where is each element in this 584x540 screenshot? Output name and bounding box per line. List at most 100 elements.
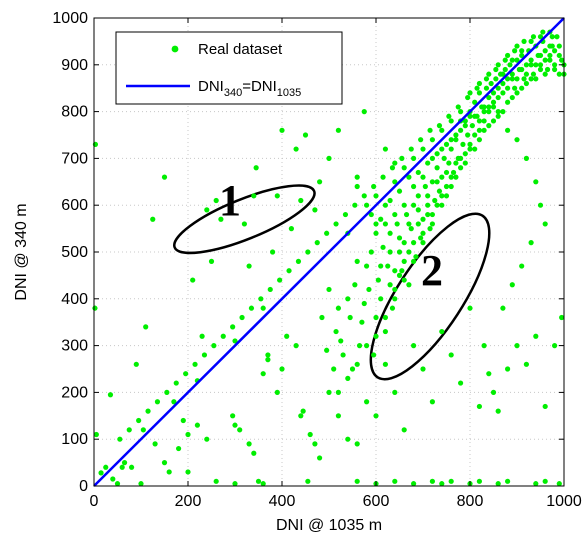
y-tick-label: 500 [61,244,88,261]
data-point [253,165,259,171]
data-point [528,38,534,45]
data-point [552,48,558,54]
data-point [373,193,379,199]
data-point [230,324,236,330]
data-point [394,221,400,227]
data-point [528,57,534,63]
data-point [552,62,558,68]
data-point [462,123,468,129]
data-point [107,392,114,398]
data-point [176,445,182,452]
data-point [476,137,482,143]
data-point [453,137,459,143]
data-point [474,85,480,91]
data-point [476,127,482,133]
data-point [260,481,266,487]
data-point [114,481,121,487]
data-point [467,305,473,311]
data-point [439,193,445,199]
data-point [420,146,426,152]
data-point [495,62,501,68]
legend: Real dataset DNI340=DNI1035 [115,31,343,105]
data-point [204,436,210,442]
data-point [476,403,482,410]
data-point [476,80,482,87]
data-point [542,48,548,54]
data-point [382,361,388,367]
data-point [396,235,403,241]
data-point [324,347,330,353]
data-point [396,272,403,278]
data-point [305,249,311,255]
data-point [340,352,346,358]
data-point [439,328,445,335]
data-point [246,263,252,269]
data-point [559,314,565,321]
data-point [544,66,551,73]
data-point [140,427,146,433]
data-point [500,80,506,87]
data-point [408,226,414,232]
y-axis-label: DNI @ 340 m [13,203,30,300]
data-point [260,305,266,311]
data-point [481,343,487,349]
data-point [514,90,520,96]
data-point [455,104,461,110]
data-point [382,221,388,227]
data-point [295,258,302,264]
region-label-1: 1 [219,176,241,225]
data-point [406,174,412,180]
data-point [429,399,435,405]
data-point [190,277,196,283]
data-point [443,141,450,147]
data-point [319,314,325,321]
data-point [441,155,447,161]
data-point [439,127,445,133]
data-point [512,85,518,91]
y-tick-label: 400 [61,291,88,308]
data-point [465,132,471,138]
data-point [547,57,553,63]
data-point [136,417,142,424]
data-point [220,333,226,339]
data-point [448,118,454,124]
data-point [505,76,511,82]
data-point [422,183,428,190]
data-point [514,57,520,63]
legend-label-reference-line: DNI340=DNI1035 [198,78,301,99]
data-point [389,165,396,171]
data-point [161,460,168,466]
data-point [380,174,386,180]
data-point [92,305,98,311]
data-point [199,333,205,339]
data-point [533,179,539,185]
data-point [519,66,525,73]
y-tick-label: 100 [61,431,88,448]
data-point [375,277,381,283]
data-point [505,366,511,372]
data-point [509,57,515,63]
tick-labels: 0 200 400 600 800 1000 0 100 200 300 400 500 600 700 8… [52,10,581,510]
data-point [559,57,565,63]
data-point [523,62,530,68]
data-point [312,207,318,213]
data-point [298,197,304,204]
data-point [403,211,410,218]
data-point [427,226,433,232]
data-point [150,216,156,222]
data-point [439,481,445,487]
data-point [415,207,421,213]
data-point [434,151,440,157]
data-point [500,71,506,77]
data-point [537,34,544,40]
data-point [185,469,191,475]
data-point [446,113,452,119]
data-point [293,146,299,152]
data-point [528,62,534,68]
data-point [490,90,497,96]
data-point [392,179,398,185]
data-point [490,118,497,124]
data-point [488,80,494,87]
data-point [401,240,407,246]
data-point [542,57,548,63]
